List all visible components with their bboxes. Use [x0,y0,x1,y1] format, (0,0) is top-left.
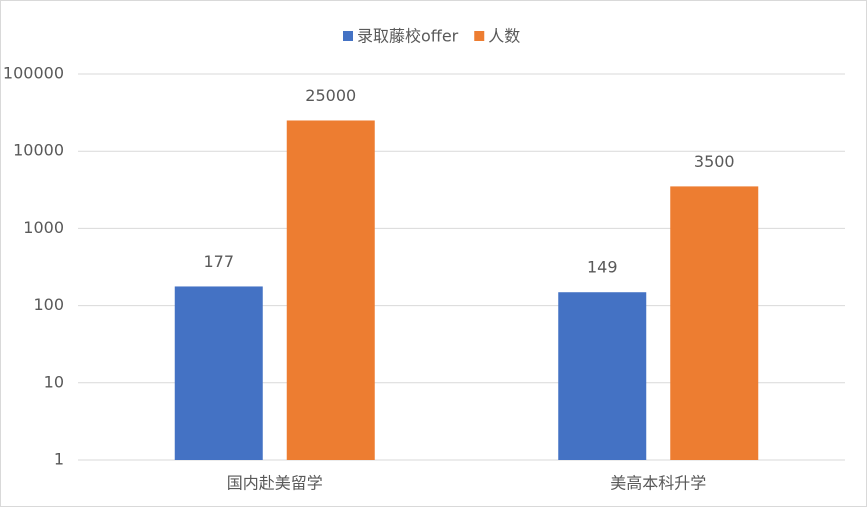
bar [286,120,375,460]
data-label: 3500 [694,152,735,171]
x-tick-label: 国内赴美留学 [227,474,323,493]
legend-swatch [474,31,485,41]
data-label: 149 [587,258,618,277]
y-tick-label: 100000 [3,64,64,83]
legend-label: 录取藤校offer [357,27,459,46]
legend-label: 人数 [488,27,520,46]
bar [670,186,759,460]
y-tick-label: 1 [54,450,64,469]
y-tick-label: 10000 [13,141,64,160]
data-label: 177 [203,252,234,271]
y-tick-label: 1000 [23,218,64,237]
bar [558,292,647,460]
data-label: 25000 [305,86,356,105]
y-tick-label: 10 [44,372,64,391]
legend-swatch [343,31,353,41]
x-tick-label: 美高本科升学 [610,474,706,493]
y-tick-label: 100 [33,295,64,314]
bar [174,286,263,460]
